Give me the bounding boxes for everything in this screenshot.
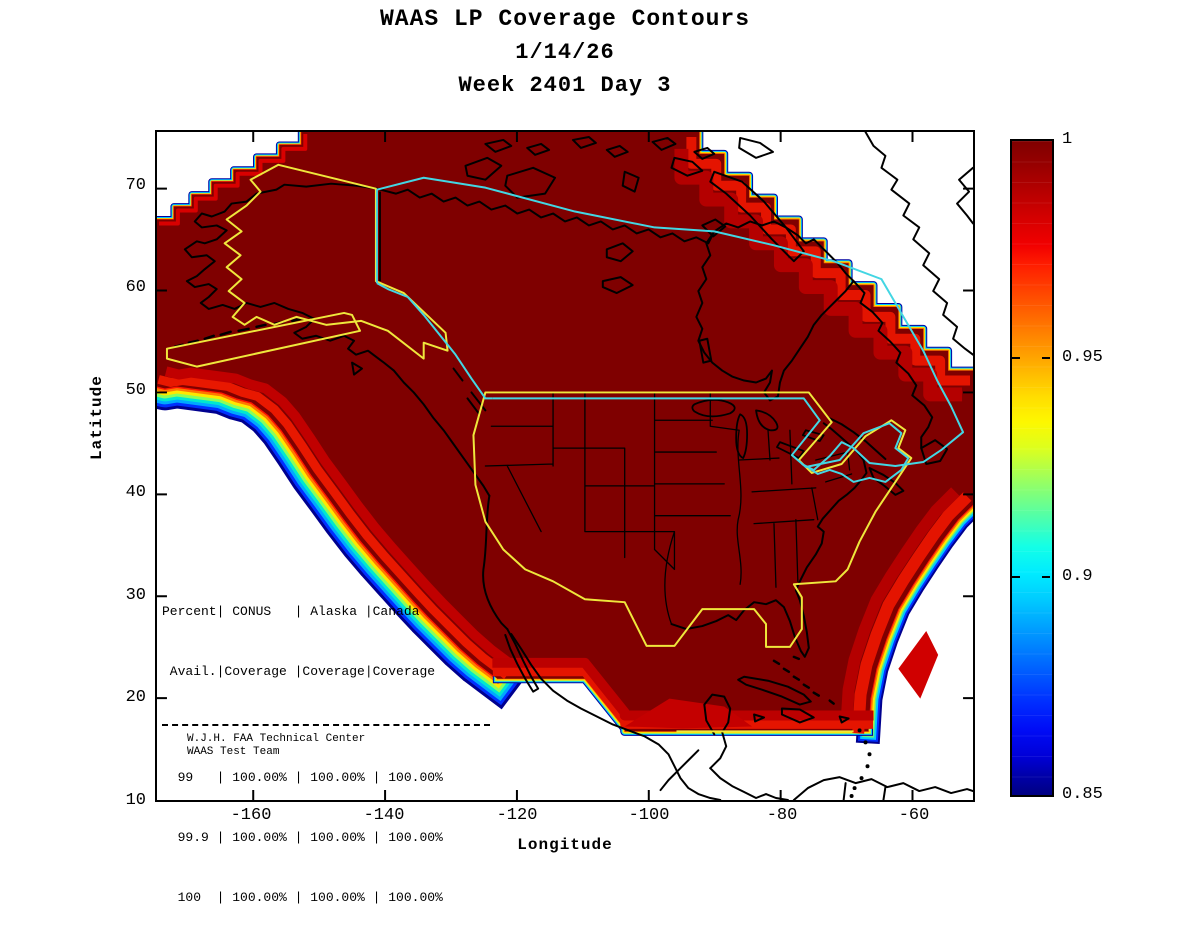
attribution-line-2: WAAS Test Team bbox=[187, 746, 280, 758]
greenland-coastline bbox=[864, 132, 973, 356]
x-tick-label: -100 bbox=[628, 806, 670, 825]
table-header-row-2: Avail.|Coverage |Coverage|Coverage bbox=[162, 664, 436, 679]
colorbar bbox=[1010, 139, 1054, 797]
axis-ticks bbox=[157, 132, 973, 800]
colorbar-bands bbox=[1012, 141, 1052, 795]
bahamas bbox=[772, 655, 835, 705]
colorbar-label: 1 bbox=[1062, 130, 1073, 149]
southampton-island bbox=[701, 218, 727, 238]
kodiak-island bbox=[351, 361, 363, 376]
y-tick-label: 20 bbox=[125, 688, 146, 707]
y-tick-label: 50 bbox=[125, 381, 146, 400]
table-row: 99 | 100.00% | 100.00% | 100.00% bbox=[162, 770, 443, 785]
mexico-west-coast bbox=[510, 633, 722, 800]
x-tick-label: -80 bbox=[766, 806, 798, 825]
colorbar-label: 0.95 bbox=[1062, 348, 1103, 367]
lake-ontario bbox=[801, 429, 825, 443]
puerto-rico bbox=[838, 715, 850, 724]
banks-island bbox=[464, 156, 503, 181]
yucatan bbox=[703, 693, 732, 770]
south-america-coast bbox=[792, 776, 973, 800]
y-tick-label: 40 bbox=[125, 483, 146, 502]
table-row: 100 | 100.00% | 100.00% | 100.00% bbox=[162, 890, 443, 905]
queen-charlotte bbox=[452, 367, 464, 382]
colorbar-tick bbox=[1012, 576, 1020, 578]
colorbar-label: 0.9 bbox=[1062, 567, 1093, 586]
x-tick-label: -140 bbox=[363, 806, 405, 825]
baffin-island bbox=[709, 170, 805, 263]
inner-red-bands bbox=[161, 133, 965, 728]
arctic-coastline bbox=[375, 187, 716, 245]
figure-week-day: Week 2401 Day 3 bbox=[458, 73, 672, 98]
baja-california bbox=[504, 628, 540, 693]
y-tick-label: 60 bbox=[125, 278, 146, 297]
cuba bbox=[737, 675, 812, 706]
service-area-boundaries-yellow bbox=[165, 163, 913, 733]
attribution-line-1: W.J.H. FAA Technical Center bbox=[187, 733, 366, 745]
colorbar-tick bbox=[1042, 357, 1050, 359]
table-separator bbox=[162, 724, 490, 726]
victoria-island bbox=[504, 166, 557, 199]
lake-michigan bbox=[735, 413, 749, 459]
great-bear-lake bbox=[605, 242, 634, 263]
lake-huron bbox=[755, 409, 779, 432]
gulf-atlantic-coastline bbox=[670, 459, 868, 658]
labrador-coast bbox=[852, 280, 934, 450]
coastlines bbox=[173, 132, 973, 800]
pacific-coastline bbox=[482, 494, 509, 631]
x-tick-label: -60 bbox=[898, 806, 930, 825]
great-slave-lake bbox=[601, 276, 634, 295]
figure-title-block: WAAS LP Coverage Contours 1/14/26 Week 2… bbox=[155, 6, 975, 98]
y-tick-label: 10 bbox=[125, 791, 146, 810]
arctic-island-chain bbox=[484, 135, 716, 160]
coverage-statistics-table: Percent| CONUS | Alaska |Canada Avail.|C… bbox=[162, 562, 490, 928]
vancouver-island bbox=[466, 391, 487, 416]
great-lakes bbox=[691, 398, 825, 459]
coverage-contours-cyan bbox=[375, 176, 965, 483]
conus-contour bbox=[492, 397, 910, 483]
hispaniola bbox=[780, 707, 815, 724]
lake-superior bbox=[691, 398, 736, 418]
central-america bbox=[659, 749, 789, 800]
colorbar-tick bbox=[1012, 357, 1020, 359]
table-row: 99.9 | 100.00% | 100.00% | 100.00% bbox=[162, 830, 443, 845]
lake-winnipeg bbox=[698, 337, 713, 364]
colorbar-tick bbox=[1042, 576, 1050, 578]
conus-service-boundary bbox=[472, 391, 913, 648]
plot-area bbox=[155, 130, 975, 802]
coverage-region-fill bbox=[157, 132, 973, 732]
x-axis-label: Longitude bbox=[517, 836, 613, 854]
colorbar-label: 0.85 bbox=[1062, 785, 1103, 804]
y-tick-label: 30 bbox=[125, 586, 146, 605]
y-axis-label: Latitude bbox=[88, 375, 106, 460]
x-tick-label: -160 bbox=[230, 806, 272, 825]
x-tick-label: -120 bbox=[496, 806, 538, 825]
state-borders bbox=[484, 391, 853, 625]
alaska-service-boundary bbox=[223, 163, 449, 360]
devon-island bbox=[670, 156, 704, 177]
lake-erie bbox=[776, 441, 805, 459]
figure-title: WAAS LP Coverage Contours bbox=[379, 6, 751, 32]
somerset-island bbox=[621, 170, 640, 193]
coverage-map-svg bbox=[157, 132, 973, 800]
figure-date: 1/14/26 bbox=[515, 40, 615, 65]
jamaica bbox=[753, 713, 766, 723]
ellesmere-island bbox=[738, 136, 774, 159]
hudson-bay bbox=[695, 220, 855, 402]
aleutian-service-boundary bbox=[165, 311, 361, 368]
attribution: W.J.H. FAA Technical Center WAAS Test Te… bbox=[187, 733, 365, 759]
y-tick-label: 70 bbox=[125, 176, 146, 195]
lesser-antilles bbox=[849, 728, 872, 799]
alaska-coastline bbox=[183, 182, 491, 497]
alaska-southeast-contour bbox=[376, 282, 493, 400]
table-header-row-1: Percent| CONUS | Alaska |Canada bbox=[162, 604, 420, 619]
